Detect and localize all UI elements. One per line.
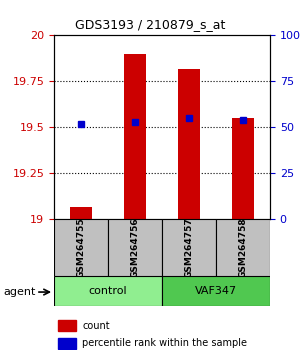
Text: agent: agent (3, 287, 35, 297)
Bar (70, 207, 92, 219)
Bar (178, 69, 200, 219)
Text: GSM264756: GSM264756 (130, 217, 140, 278)
FancyBboxPatch shape (216, 219, 270, 276)
Text: count: count (82, 321, 110, 331)
FancyBboxPatch shape (54, 219, 108, 276)
Bar (58, 338, 76, 349)
FancyBboxPatch shape (162, 276, 270, 306)
Text: control: control (89, 286, 127, 296)
FancyBboxPatch shape (54, 276, 162, 306)
Bar (58, 320, 76, 331)
Text: GSM264757: GSM264757 (184, 217, 194, 278)
Text: percentile rank within the sample: percentile rank within the sample (82, 338, 247, 348)
Bar (232, 118, 254, 219)
FancyBboxPatch shape (162, 219, 216, 276)
Bar (124, 54, 146, 219)
Text: VAF347: VAF347 (195, 286, 237, 296)
Text: GDS3193 / 210879_s_at: GDS3193 / 210879_s_at (75, 18, 225, 31)
FancyBboxPatch shape (108, 219, 162, 276)
Text: GSM264758: GSM264758 (238, 217, 247, 278)
Text: GSM264755: GSM264755 (76, 217, 85, 278)
